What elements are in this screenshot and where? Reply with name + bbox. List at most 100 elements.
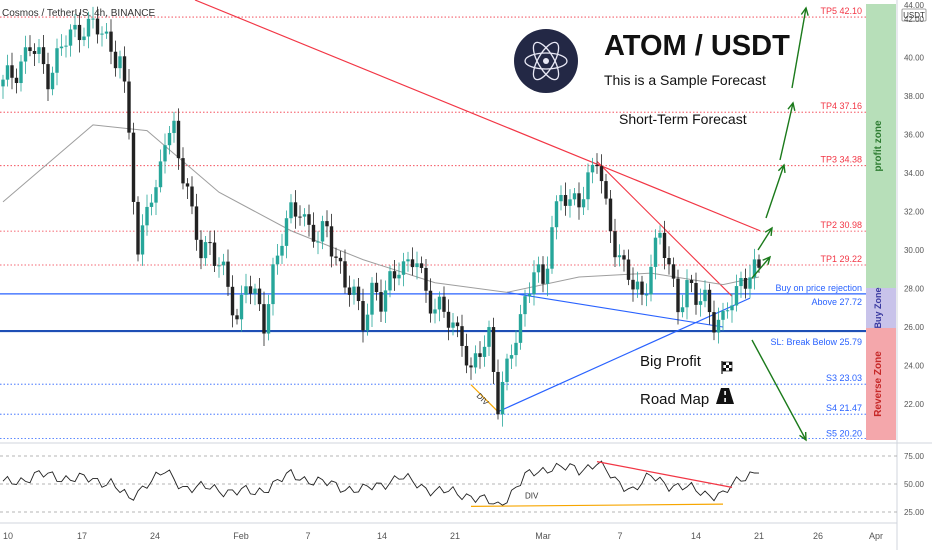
price-tick-label: 38.00 (904, 92, 925, 101)
candle-body (104, 31, 109, 34)
candle-body (473, 353, 478, 368)
level-label: TP1 29.22 (820, 254, 862, 264)
candle-body (154, 187, 158, 203)
reverse-zone-panel (866, 328, 896, 440)
candle-body (325, 221, 329, 227)
candle-body (289, 202, 293, 219)
candle-body (100, 33, 104, 35)
forecast-arrow-tp1 (751, 256, 771, 279)
time-tick-label: 7 (617, 531, 622, 541)
currency-badge-text: USDT (903, 11, 925, 20)
candle-body (320, 221, 325, 242)
candle-body (500, 381, 505, 415)
candle-body (248, 286, 253, 294)
candle-body (496, 371, 500, 415)
candle-body (757, 259, 761, 268)
candle-body (572, 193, 577, 200)
chart-title: ATOM / USDT (604, 30, 790, 62)
candle-body (725, 310, 730, 312)
time-tick-label: 7 (305, 531, 310, 541)
level-label: Buy on price rejection (775, 283, 862, 293)
candle-body (77, 24, 82, 41)
candle-body (554, 201, 559, 228)
rsi-tick-label: 75.00 (904, 452, 925, 461)
candle-body (527, 294, 532, 297)
candle-body (208, 242, 212, 244)
candle-body (617, 255, 622, 258)
reverse-zone-label: Reverse Zone (873, 351, 884, 417)
forecast-term: Short-Term Forecast (619, 111, 747, 127)
candle-body (316, 241, 320, 243)
profit-zone-label: profit zone (873, 120, 884, 172)
profit-zone-panel (866, 4, 896, 288)
candle-body (10, 65, 14, 78)
candle-body (649, 266, 653, 295)
currency-badge[interactable] (901, 8, 927, 22)
level-label: SL: Break Below 25.79 (770, 337, 862, 347)
candle-body (613, 231, 617, 258)
price-tick-label: 32.00 (904, 208, 925, 217)
candle-body (293, 202, 298, 217)
candle-body (568, 199, 572, 206)
candle-body (217, 265, 221, 267)
checkered-flag-icon (721, 361, 733, 374)
price-tick-label: 34.00 (904, 169, 925, 178)
candle-body (37, 47, 41, 54)
candle-body (550, 227, 554, 269)
rsi-tick-label: 25.00 (904, 508, 925, 517)
rsi-divergence-orange (470, 503, 724, 507)
time-tick-label: 14 (691, 531, 701, 541)
candle-body (50, 72, 55, 90)
time-tick-label: 21 (754, 531, 764, 541)
level-label: Above 27.72 (811, 297, 862, 307)
candle-body (329, 226, 334, 257)
candle-body (437, 296, 442, 310)
candle-body (698, 301, 703, 305)
time-tick-label: 24 (150, 531, 160, 541)
price-tick-label: 28.00 (904, 285, 925, 294)
time-tick-label: 17 (77, 531, 87, 541)
candle-body (397, 274, 401, 279)
candle-body (73, 24, 77, 30)
price-tick-label: 30.00 (904, 246, 925, 255)
candle-body (158, 161, 163, 188)
candle-body (509, 355, 514, 359)
level-label: S4 21.47 (826, 403, 862, 413)
candle-body (64, 45, 68, 47)
candle-body (392, 271, 397, 279)
candle-body (653, 237, 658, 267)
forecast-arrow-tp3-head (777, 163, 786, 174)
forecast-arrow-tp5 (791, 7, 807, 89)
forecast-arrow-tp1-head (762, 255, 772, 265)
candle-body (356, 286, 361, 302)
candle-body (433, 309, 437, 314)
price-axis: 44.00 USDT 22.00 24.00 26.00 28.00 30.00 32.0… (896, 0, 927, 550)
candle-body (532, 272, 536, 295)
candle-body (604, 181, 608, 199)
time-tick-label: Apr (869, 531, 883, 541)
time-tick-label: Mar (535, 531, 551, 541)
candle-body (626, 259, 631, 280)
rsi-tick-label: 50.00 (904, 480, 925, 489)
candle-body (181, 158, 185, 184)
candle-body (536, 264, 541, 273)
forecast-arrow-tp5-head (800, 6, 809, 16)
candle-body (212, 242, 217, 266)
candle-body (383, 290, 388, 312)
forecast-arrow-tp3 (765, 164, 785, 219)
candle-body (662, 232, 667, 259)
candle-body (406, 259, 410, 262)
price-tick-label: 42.00 (904, 15, 925, 24)
level-label: TP3 34.38 (820, 155, 862, 165)
candle-body (676, 278, 680, 313)
candle-body (244, 286, 248, 295)
candle-body (280, 245, 284, 256)
candle-body (347, 287, 352, 295)
candle-body (239, 294, 244, 320)
candle-body (23, 47, 28, 62)
candle-body (46, 64, 50, 90)
forecast-arrow-tp2-head (764, 226, 773, 237)
candle-body (163, 145, 167, 162)
candle-body (541, 264, 545, 284)
